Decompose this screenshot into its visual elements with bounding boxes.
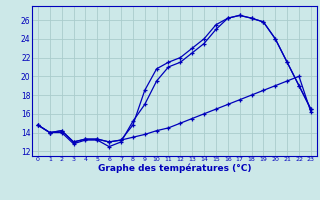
X-axis label: Graphe des températures (°C): Graphe des températures (°C)	[98, 164, 251, 173]
